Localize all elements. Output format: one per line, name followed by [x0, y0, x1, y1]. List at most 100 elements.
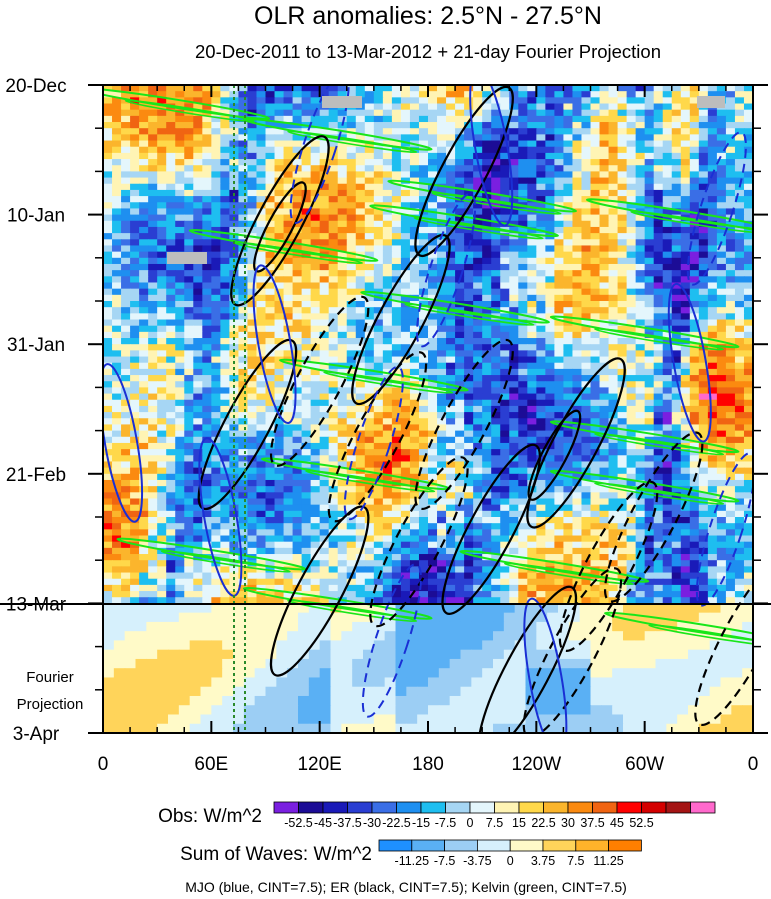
obs-cell — [301, 276, 312, 284]
obs-cell — [554, 356, 565, 364]
obs-cell — [328, 165, 339, 172]
obs-cell — [139, 171, 149, 179]
obs-cell — [671, 449, 682, 456]
obs-cell — [464, 171, 474, 179]
obs-cell — [500, 387, 510, 395]
obs-cell — [662, 165, 673, 172]
obs-cell — [482, 220, 492, 228]
obs-cell — [446, 85, 456, 92]
obs-cell — [400, 270, 411, 277]
obs-cell — [725, 492, 736, 500]
obs-cell — [220, 430, 230, 438]
obs-cell — [446, 405, 456, 413]
obs-cell — [103, 412, 113, 419]
obs-cell — [148, 214, 158, 222]
obs-cell — [130, 412, 140, 419]
obs-cell — [292, 177, 303, 185]
obs-cell — [680, 375, 691, 382]
obs-cell — [554, 375, 565, 382]
obs-cell — [482, 134, 492, 142]
obs-cell — [698, 313, 709, 321]
obs-cell — [166, 97, 176, 105]
obs-cell — [563, 393, 574, 401]
obs-cell — [572, 245, 583, 253]
obs-cell — [382, 362, 393, 370]
obs-cell — [310, 177, 321, 185]
obs-cell — [283, 171, 294, 179]
obs-cell — [635, 294, 646, 302]
obs-cell — [337, 344, 348, 351]
obs-cell — [689, 270, 700, 277]
obs-cell — [437, 504, 447, 512]
obs-cell — [373, 381, 384, 388]
obs-cell — [175, 399, 185, 407]
obs-cell — [653, 226, 664, 234]
obs-cell — [653, 276, 664, 284]
obs-cell — [482, 381, 492, 388]
obs-cell — [301, 344, 312, 351]
obs-cell — [274, 338, 285, 345]
obs-cell — [373, 479, 384, 487]
obs-cell — [166, 325, 176, 333]
obs-cell — [265, 436, 276, 444]
obs-cell — [391, 449, 402, 456]
obs-cell — [337, 115, 348, 123]
obs-cell — [446, 91, 456, 98]
obs-cell — [671, 455, 682, 463]
obs-cell — [671, 159, 682, 166]
obs-cell — [599, 455, 610, 463]
obs-cell — [202, 442, 212, 450]
obs-cell — [482, 140, 492, 148]
obs-cell — [256, 399, 267, 407]
obs-cell — [157, 473, 167, 481]
obs-cell — [274, 276, 285, 284]
obs-cell — [554, 430, 565, 438]
obs-cell — [265, 430, 276, 438]
obs-cell — [211, 504, 221, 512]
obs-cell — [328, 436, 339, 444]
obs-cell — [319, 356, 330, 364]
obs-cell — [418, 356, 429, 364]
obs-cell — [319, 455, 330, 463]
obs-cell — [247, 122, 258, 129]
obs-cell — [328, 288, 339, 296]
obs-cell — [121, 140, 131, 148]
obs-cell — [698, 233, 709, 240]
obs-cell — [518, 257, 528, 265]
obs-cell — [103, 214, 113, 222]
obs-cell — [103, 504, 113, 512]
obs-cell — [310, 510, 321, 518]
obs-cell — [707, 307, 718, 314]
obs-cell — [455, 288, 465, 296]
obs-cell — [193, 319, 203, 327]
obs-cell — [166, 202, 176, 210]
obs-cell — [184, 375, 194, 382]
obs-cell — [391, 430, 402, 438]
obs-cell — [446, 325, 456, 333]
obs-cell — [112, 122, 122, 129]
obs-cell — [662, 103, 673, 111]
obs-cell — [590, 202, 601, 210]
obs-cell — [635, 189, 646, 197]
obs-cell — [283, 461, 294, 469]
obs-cell — [428, 313, 438, 321]
obs-cell — [103, 122, 113, 129]
obs-cell — [608, 140, 619, 148]
obs-cell — [211, 338, 221, 345]
obs-cell — [581, 338, 592, 345]
obs-cell — [256, 350, 267, 358]
obs-cell — [671, 220, 682, 228]
obs-cell — [346, 239, 357, 247]
obs-cell — [446, 288, 456, 296]
obs-cell — [139, 442, 149, 450]
obs-cell — [148, 356, 158, 364]
obs-cell — [139, 331, 149, 339]
obs-cell — [707, 165, 718, 172]
obs-cell — [662, 405, 673, 413]
obs-cell — [121, 109, 131, 117]
obs-cell — [500, 301, 510, 308]
obs-cell — [527, 109, 537, 117]
obs-cell — [428, 461, 438, 469]
obs-cell — [680, 344, 691, 351]
obs-cell — [581, 449, 592, 456]
